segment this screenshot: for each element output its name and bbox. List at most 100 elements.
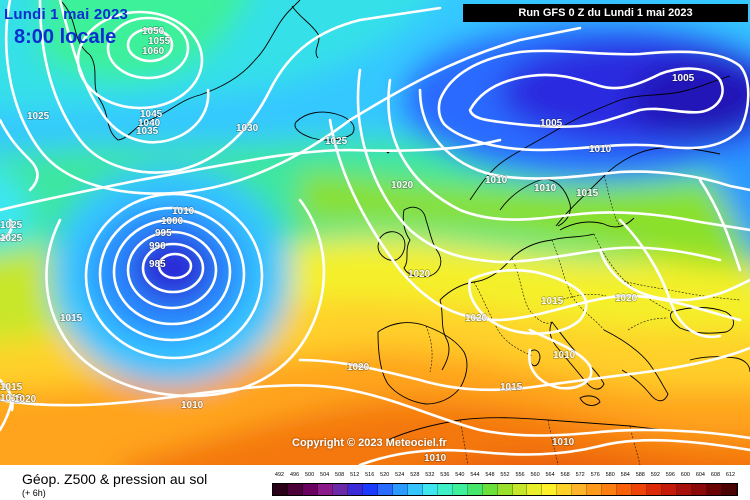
legend-tick-label: 584 [620,472,630,478]
isobar-label: 1015 [541,296,564,307]
map-title: Géop. Z500 & pression au sol [22,471,208,487]
color-scale-legend [272,483,738,496]
isobar-label: 1010 [589,144,612,155]
isobar-label: 1045 [140,109,163,120]
isobar-labels: 1050 1055 1060 1045 1040 1035 1025 1030 … [0,25,695,464]
legend-swatch [572,484,588,495]
isobar-label: 1020 [347,362,370,373]
legend-swatch [437,484,453,495]
isobar-label: 1015 [576,188,599,199]
legend-swatch [602,484,618,495]
legend-tick-label: 588 [635,472,645,478]
legend-tick-label: 500 [304,472,315,478]
isobar-label: 1010 [181,400,204,411]
legend-swatch [347,484,363,495]
legend-swatch [587,484,603,495]
isobar-label: 1035 [136,126,159,137]
legend-swatch [512,484,528,495]
isobar-label: 1015 [0,393,23,404]
model-run-banner: Run GFS 0 Z du Lundi 1 mai 2023 [463,4,748,22]
legend-swatch [557,484,573,495]
legend-swatch [632,484,648,495]
isobar-label: 1040 [138,118,161,129]
map-footer: Géop. Z500 & pression au sol (+ 6h) 492 4… [0,465,750,500]
isobar-label: 1020 [14,394,37,405]
legend-tick-label: 608 [710,472,721,478]
forecast-date: Lundi 1 mai 2023 [4,6,129,23]
isobar-label: 1025 [325,136,348,147]
legend-swatch [677,484,693,495]
forecast-step: (+ 6h) [22,488,46,498]
legend-swatch [392,484,408,495]
legend-swatch [662,484,678,495]
isobar-label: 1015 [60,313,83,324]
legend-tick-label: 556 [515,472,525,478]
legend-tick-label: 492 [274,472,285,478]
legend-tick-labels: 492 496 500 504 508 512 516 520 524 528 532 536 540 5… [272,472,738,482]
legend-swatch [722,484,738,495]
legend-tick-label: 596 [665,472,675,478]
legend-swatch [317,484,333,495]
legend-tick-label: 540 [455,472,465,478]
legend-tick-label: 520 [380,472,390,478]
isobar-label: 1055 [148,36,171,47]
isobar-label: 1020 [615,293,638,304]
legend-tick-label: 516 [365,472,375,478]
legend-tick-label: 604 [695,472,705,478]
isobar-label: 1015 [0,382,23,393]
legend-tick-label: 564 [545,472,555,478]
copyright-notice: Copyright © 2023 Meteociel.fr [292,437,447,449]
isobar-label: 1060 [142,46,165,57]
geopotential-pressure-map: 1050 1055 1060 1045 1040 1035 1025 1030 … [0,0,750,465]
legend-swatch [302,484,318,495]
isobar-label: 1020 [465,313,488,324]
legend-swatch [692,484,708,495]
isobar-label: 1010 [534,183,557,194]
coastlines [59,0,750,441]
legend-swatch [617,484,633,495]
isobar-label: 1025 [0,220,23,231]
legend-swatch [542,484,558,495]
legend-tick-label: 580 [605,472,615,478]
isobar-label: 1010 [552,437,575,448]
legend-tick-label: 544 [470,472,480,478]
legend-tick-label: 568 [560,472,570,478]
legend-swatch [287,484,303,495]
legend-tick-label: 508 [335,472,345,478]
legend-swatch [482,484,498,495]
isobar-label: 1015 [500,382,523,393]
legend-tick-label: 496 [289,472,300,478]
legend-tick-label: 536 [440,472,450,478]
legend-tick-label: 552 [500,472,510,478]
isobar-label: 1005 [672,73,695,84]
legend-tick-label: 504 [320,472,330,478]
legend-tick-label: 572 [575,472,585,478]
isobar-label: 990 [149,241,166,252]
isobar-label: 1010 [485,175,508,186]
legend-tick-label: 600 [680,472,690,478]
legend-tick-label: 512 [350,472,360,478]
isobar-label: 1030 [236,123,259,134]
forecast-time: 8:00 locale [14,26,117,48]
legend-swatch [332,484,348,495]
isobar-label: 1050 [142,26,165,37]
legend-swatch [467,484,483,495]
isobar-label: 1025 [27,111,50,122]
legend-swatch [422,484,438,495]
legend-swatch [527,484,543,495]
legend-tick-label: 592 [650,472,660,478]
legend-tick-label: 576 [590,472,600,478]
legend-swatch [273,484,288,495]
isobar-label: 1010 [424,453,447,464]
legend-tick-label: 528 [410,472,420,478]
weather-map: 1050 1055 1060 1045 1040 1035 1025 1030 … [0,0,750,465]
legend-tick-label: 560 [530,472,540,478]
legend-swatch [647,484,663,495]
isobar-label: 1010 [172,206,195,217]
isobar-label: 1010 [553,350,576,361]
isobar-label: 1000 [161,216,184,227]
isobar-label: 1020 [391,180,414,191]
isobar-label: 1020 [408,269,431,280]
legend-swatch [377,484,393,495]
isobar-label: 1005 [540,118,563,129]
